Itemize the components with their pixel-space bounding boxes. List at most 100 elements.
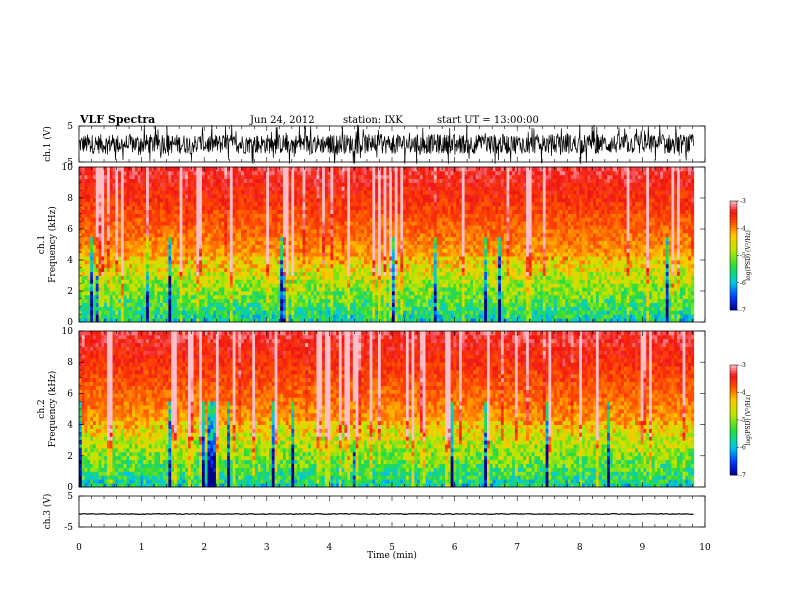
spectrogram-cell — [257, 167, 262, 172]
spectrogram-cell — [364, 256, 368, 261]
spectrogram-cell — [375, 267, 379, 273]
spectrogram-cell — [383, 174, 387, 180]
spectrogram-cell — [277, 178, 281, 183]
spectrogram-cell — [255, 263, 259, 269]
spectrogram-cell — [204, 260, 208, 265]
spectrogram-cell — [341, 252, 345, 257]
spectrogram-cell — [291, 209, 295, 214]
spectrogram-cell — [98, 213, 102, 218]
spectrogram-cell — [160, 225, 164, 230]
spectrogram-cell — [115, 209, 119, 214]
spectrogram-cell — [92, 314, 97, 319]
spectrogram-cell — [350, 283, 354, 288]
spectrogram-cell — [417, 287, 421, 292]
spectrogram-cell — [255, 318, 259, 323]
spectrogram-cell — [224, 221, 228, 226]
spectrogram-cell — [269, 236, 273, 242]
spectrogram-cell — [322, 310, 326, 315]
spectrogram-cell — [140, 190, 144, 195]
spectrogram-cell — [263, 248, 267, 253]
spectrogram-cell — [190, 260, 194, 265]
spectrogram-cell — [352, 201, 357, 207]
spectrogram-cell — [146, 256, 150, 261]
spectrogram-cell — [140, 182, 144, 187]
spectrogram-cell — [137, 291, 141, 296]
spectrogram-cell — [126, 225, 130, 230]
spectrogram-cell — [263, 260, 267, 265]
spectrogram-cell — [148, 209, 153, 214]
spectrogram-cell — [364, 302, 368, 307]
spectrogram-cell — [143, 306, 147, 311]
spectrogram-cell — [361, 178, 365, 183]
spectrogram-cell — [260, 263, 264, 269]
spectrogram-cell — [174, 240, 178, 245]
spectrogram-cell — [132, 221, 136, 226]
spectrogram-cell — [201, 310, 206, 315]
spectrogram-cell — [115, 198, 119, 203]
spectrogram-cell — [372, 252, 376, 257]
spectrogram-cell — [294, 318, 298, 323]
spectrogram-cell — [79, 291, 83, 296]
spectrogram-cell — [405, 209, 410, 214]
spectrogram-cell — [330, 248, 334, 253]
spectrogram-cell — [310, 186, 315, 191]
spectrogram-cell — [241, 283, 245, 288]
spectrogram-cell — [299, 306, 303, 311]
spectrogram-cell — [182, 201, 186, 207]
spectrogram-cell — [101, 252, 105, 257]
spectrogram-cell — [232, 213, 236, 218]
spectrogram-cell — [193, 221, 197, 226]
spectrogram-cell — [341, 221, 345, 226]
spectrogram-cell — [98, 240, 102, 245]
spectrogram-cell — [288, 314, 292, 319]
spectrogram-cell — [146, 318, 150, 323]
spectrogram-cell — [204, 217, 208, 222]
spectrogram-cell — [327, 248, 331, 253]
spectrogram-cell — [285, 291, 289, 296]
spectrogram-cell — [132, 232, 136, 238]
spectrogram-cell — [227, 194, 231, 199]
spectrogram-cell — [313, 174, 317, 180]
spectrogram-cell — [274, 198, 278, 203]
spectrogram-cell — [104, 298, 108, 304]
spectrogram-cell — [87, 236, 91, 242]
spectrogram-cell — [101, 306, 105, 311]
spectrogram-cell — [263, 318, 267, 323]
spectrogram-cell — [408, 221, 412, 226]
spectrogram-cell — [204, 279, 208, 284]
spectrogram-cell — [81, 298, 85, 304]
spectrogram-cell — [389, 306, 393, 311]
spectrogram-cell — [347, 232, 351, 238]
spectrogram-cell — [227, 263, 231, 269]
spectrogram-cell — [252, 205, 256, 211]
spectrogram-cell — [81, 213, 85, 218]
spectrogram-cell — [285, 170, 289, 176]
spectrogram-cell — [241, 186, 245, 191]
spectrogram-cell — [394, 244, 398, 249]
spectrogram-cell — [274, 186, 278, 191]
spectrogram-cell — [171, 232, 175, 238]
spectrogram-cell — [383, 240, 387, 245]
spectrogram-cell — [193, 275, 197, 280]
spectrogram-cell — [327, 201, 331, 207]
spectrogram-cell — [101, 190, 105, 195]
spectrogram-cell — [204, 225, 208, 230]
spectrogram-cell — [90, 263, 94, 269]
spectrogram-cell — [137, 217, 141, 222]
spectrogram-cell — [364, 182, 368, 187]
spectrogram-cell — [187, 267, 192, 273]
spectrogram-cell — [140, 248, 144, 253]
spectrogram-cell — [221, 209, 225, 214]
spectrogram-cell — [288, 205, 292, 211]
spectrogram-cell — [154, 298, 158, 304]
spectrogram-cell — [148, 229, 153, 234]
spectrogram-cell — [118, 198, 122, 203]
spectrogram-cell — [104, 186, 108, 191]
spectrogram-cell — [221, 190, 225, 195]
spectrogram-cell — [257, 209, 262, 214]
spectrogram-cell — [330, 298, 334, 304]
spectrogram-cell — [336, 209, 340, 214]
spectrogram-cell — [380, 194, 384, 199]
spectrogram-cell — [229, 178, 234, 183]
spectrogram-cell — [316, 267, 320, 273]
